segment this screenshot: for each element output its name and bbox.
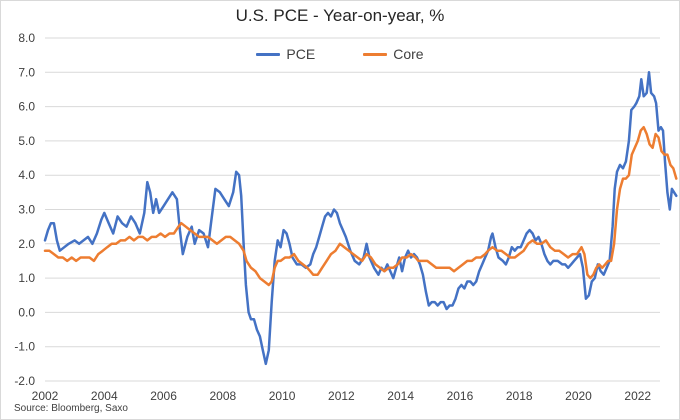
series-line-core (43, 125, 678, 287)
y-tick-label: 0.0 (18, 305, 35, 319)
chart-title: U.S. PCE - Year-on-year, % (235, 6, 445, 25)
x-tick-label: 2004 (91, 389, 118, 403)
y-tick-label: 2.0 (18, 237, 35, 251)
x-tick-label: 2012 (328, 389, 355, 403)
x-tick-label: 2008 (209, 389, 236, 403)
x-tick-label: 2020 (565, 389, 592, 403)
x-tick-label: 2014 (387, 389, 414, 403)
x-tick-label: 2022 (624, 389, 651, 403)
y-tick-label: 8.0 (18, 31, 35, 45)
y-tick-label: 3.0 (18, 203, 35, 217)
y-tick-label: 7.0 (18, 65, 35, 79)
chart-source-note: Source: Bloomberg, Saxo (14, 403, 128, 414)
legend-item-pce: PCE (256, 46, 315, 62)
x-tick-label: 2006 (150, 389, 177, 403)
y-tick-label: -2.0 (14, 374, 35, 388)
x-tick-label: 2010 (269, 389, 296, 403)
x-tick-label: 2002 (32, 389, 59, 403)
y-tick-label: 4.0 (18, 168, 35, 182)
legend-item-core: Core (363, 46, 424, 62)
chart-legend: PCE Core (0, 46, 680, 62)
legend-swatch-pce (256, 52, 281, 56)
y-tick-label: 1.0 (18, 271, 35, 285)
x-tick-label: 2016 (447, 389, 474, 403)
series-line-pce (43, 71, 678, 366)
y-tick-label: 5.0 (18, 134, 35, 148)
legend-swatch-core (363, 52, 388, 56)
y-tick-label: 6.0 (18, 100, 35, 114)
x-tick-label: 2018 (506, 389, 533, 403)
legend-label-core: Core (393, 46, 424, 62)
legend-label-pce: PCE (286, 46, 316, 62)
y-tick-label: -1.0 (14, 340, 35, 354)
